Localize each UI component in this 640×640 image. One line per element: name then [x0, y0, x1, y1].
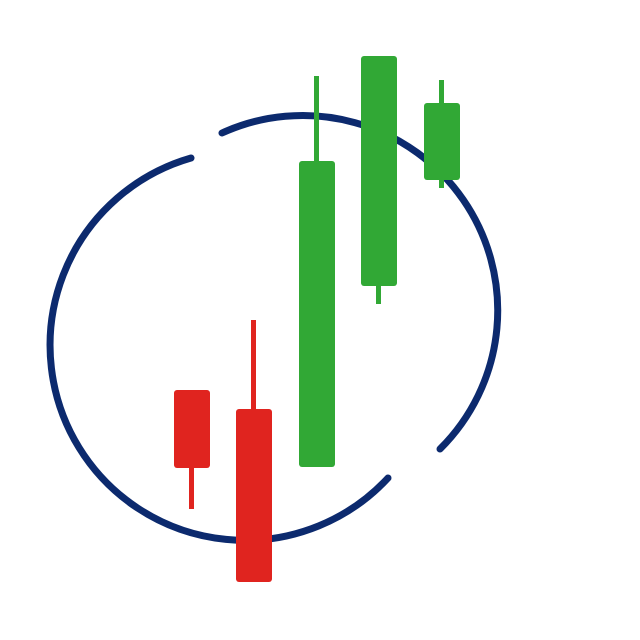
- candle-3-body: [299, 161, 335, 467]
- candles-group: [174, 56, 460, 582]
- candle-1: [174, 390, 210, 509]
- candle-3: [299, 76, 335, 467]
- candle-4: [361, 56, 397, 304]
- candle-4-body: [361, 56, 397, 286]
- candle-5-body: [424, 103, 460, 180]
- candle-5: [424, 80, 460, 188]
- ring-arc-right: [218, 112, 502, 453]
- candle-2-wick: [251, 320, 256, 415]
- candle-3-wick: [314, 76, 319, 166]
- ring-group: [46, 112, 502, 544]
- candle-2-body: [236, 409, 272, 582]
- candle-1-body: [174, 390, 210, 468]
- candle-4-wick: [376, 280, 381, 304]
- ring-arc-left: [46, 154, 392, 544]
- candle-2: [236, 320, 272, 582]
